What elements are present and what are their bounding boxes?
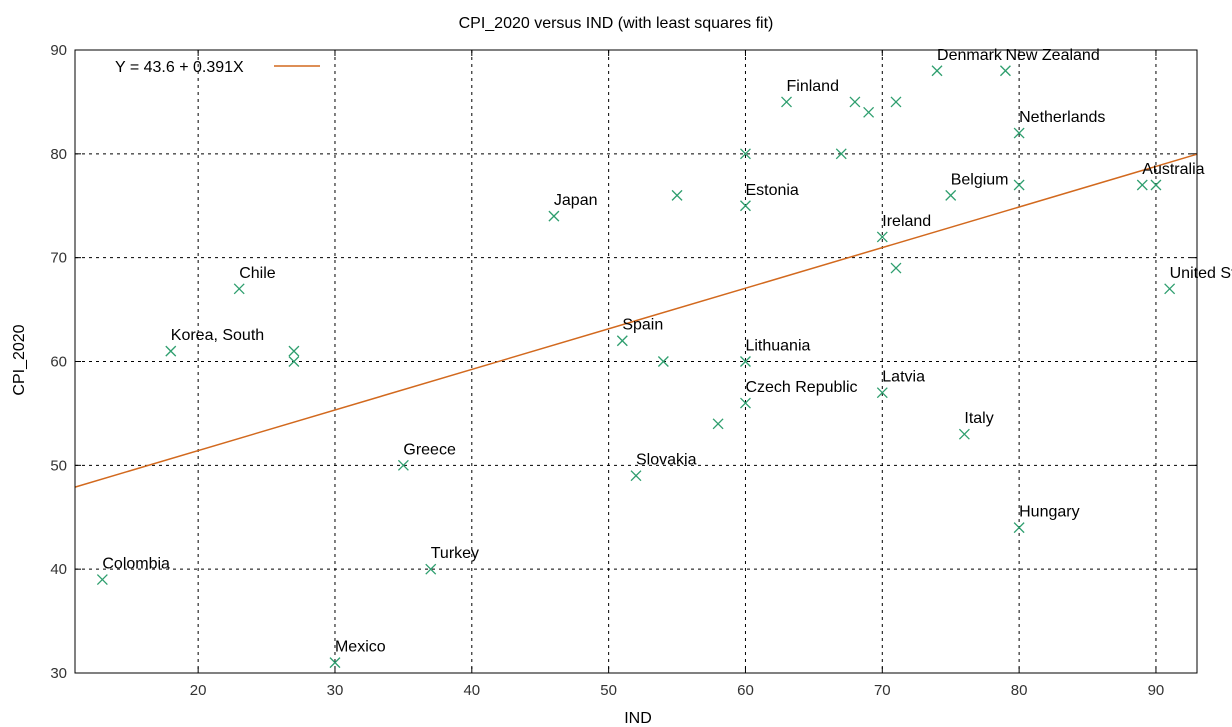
x-tick-label: 30 — [327, 682, 344, 699]
x-axis-label: IND — [624, 710, 652, 727]
fit-line-group — [74, 153, 1198, 488]
data-point — [835, 148, 847, 160]
point-label: Spain — [622, 317, 663, 334]
data-point — [849, 96, 861, 108]
y-tick-label: 90 — [50, 42, 67, 59]
data-point — [657, 356, 669, 367]
data-point — [876, 231, 888, 243]
x-tick-label: 50 — [600, 682, 617, 699]
point-label: Estonia — [745, 182, 798, 199]
y-axis-label: CPI_2020 — [11, 324, 28, 395]
y-tick-label: 50 — [50, 457, 67, 474]
x-tick-label: 20 — [190, 682, 207, 699]
data-point — [1136, 179, 1148, 191]
data-point — [233, 283, 245, 295]
point-label: Turkey — [431, 545, 479, 562]
point-label: Hungary — [1019, 504, 1079, 521]
point-label: Finland — [787, 78, 839, 95]
point-label: Ireland — [882, 213, 931, 230]
data-point — [1013, 127, 1025, 139]
x-tick-label: 70 — [874, 682, 891, 699]
fit-line — [74, 153, 1198, 488]
data-point — [288, 345, 300, 357]
point-label: Czech Republic — [745, 379, 857, 396]
point-label: Slovakia — [636, 452, 697, 469]
point-label: Belgium — [951, 171, 1009, 188]
point-label: Australia — [1142, 161, 1204, 178]
y-tick-label: 60 — [50, 354, 67, 371]
data-point — [1164, 283, 1176, 295]
x-tick-label: 90 — [1148, 682, 1165, 699]
point-label: Denmark — [937, 47, 1003, 64]
point-label: Latvia — [882, 369, 925, 386]
data-point — [1013, 522, 1025, 534]
data-point — [165, 345, 177, 357]
x-tick-label: 60 — [737, 682, 754, 699]
point-label: Lithuania — [745, 338, 810, 355]
grid — [75, 49, 1197, 674]
point-label: Mexico — [335, 639, 386, 656]
data-point — [329, 657, 341, 669]
point-label: Chile — [239, 265, 276, 282]
data-point — [616, 335, 628, 347]
point-label: Colombia — [102, 556, 170, 573]
axis-ticks: 20 30 40 50 60 70 80 90 30 40 50 60 70 80 90 — [50, 42, 1197, 699]
data-point — [740, 356, 751, 367]
data-point — [876, 387, 888, 399]
data-point — [671, 189, 683, 201]
chart-title: CPI_2020 versus IND (with least squares … — [459, 15, 774, 32]
data-points — [96, 65, 1176, 669]
data-point — [890, 262, 902, 274]
data-point — [740, 397, 751, 409]
legend-label: Y = 43.6 + 0.391X — [115, 59, 244, 76]
data-point — [945, 189, 957, 201]
point-label: United States — [1170, 265, 1232, 282]
data-point — [96, 574, 108, 586]
data-point — [890, 96, 902, 108]
data-point — [288, 356, 300, 367]
plot-frame — [74, 49, 1198, 674]
y-tick-label: 70 — [50, 250, 67, 267]
data-point — [740, 200, 751, 212]
data-point — [630, 470, 642, 482]
point-label: Japan — [554, 192, 598, 209]
data-point — [931, 65, 943, 77]
legend: Y = 43.6 + 0.391X — [115, 59, 320, 76]
data-point — [999, 65, 1011, 77]
data-point — [740, 148, 751, 160]
point-label: Italy — [964, 410, 993, 427]
data-point — [1013, 179, 1025, 191]
y-tick-label: 40 — [50, 561, 67, 578]
data-point — [1150, 179, 1162, 191]
point-labels: Colombia Korea, South Chile Mexico Greece Tur… — [102, 47, 1232, 656]
data-point — [425, 563, 437, 575]
point-label: New Zealand — [1005, 47, 1099, 64]
x-tick-label: 80 — [1011, 682, 1028, 699]
x-tick-label: 40 — [463, 682, 480, 699]
data-point — [397, 459, 409, 471]
point-label: Netherlands — [1019, 109, 1105, 126]
y-tick-label: 30 — [50, 665, 67, 682]
data-point — [548, 210, 560, 222]
point-label: Greece — [403, 441, 456, 458]
y-tick-label: 80 — [50, 146, 67, 163]
data-point — [958, 428, 970, 440]
point-label: Korea, South — [171, 327, 264, 344]
data-point — [712, 418, 724, 430]
data-point — [781, 96, 792, 108]
data-point — [863, 106, 875, 118]
